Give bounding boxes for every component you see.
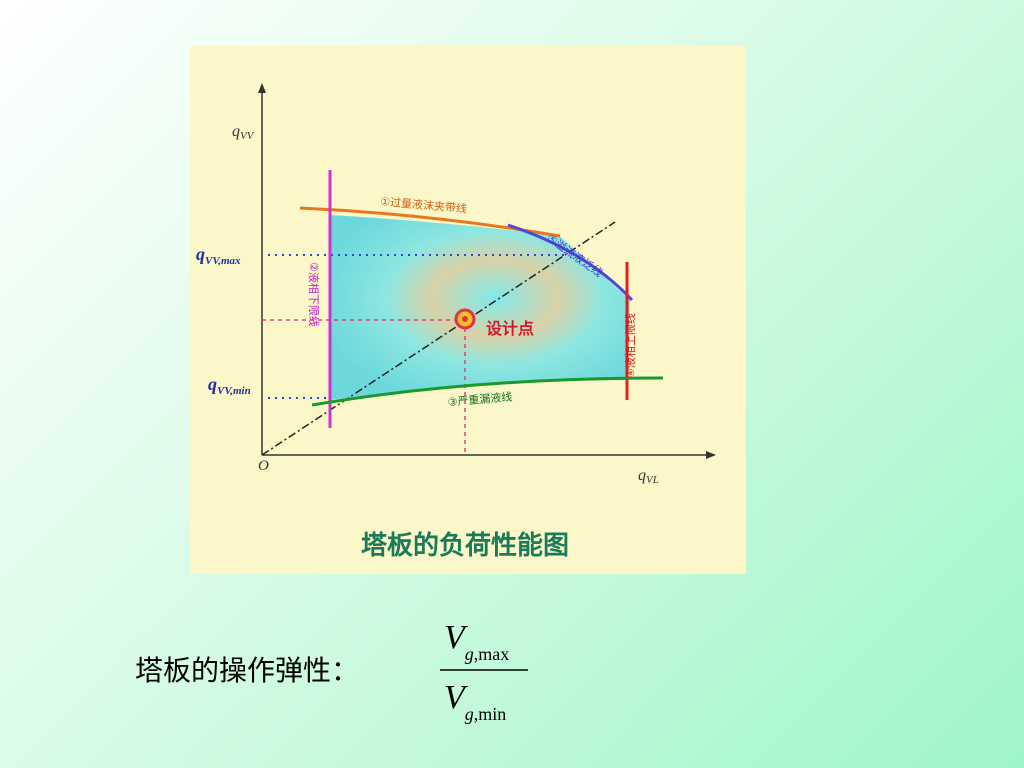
design-point-label: 设计点 <box>486 319 534 338</box>
y-axis-label: qVV <box>232 123 255 142</box>
figure-caption: 塔板的负荷性能图 <box>361 530 569 561</box>
weeping-line <box>311 376 664 407</box>
line-label-4: ④液相上限线 <box>623 313 637 378</box>
line-label-3: ③严重漏液线 <box>447 389 513 409</box>
operating-line <box>261 221 616 456</box>
y-max-label: qVV,max <box>196 244 241 267</box>
y-min-label: qVV,min <box>208 374 251 397</box>
line-label-2: ②液相下限线 <box>307 262 321 327</box>
y-arrow <box>258 83 266 93</box>
flooding-line <box>507 223 634 302</box>
x-arrow <box>706 451 716 459</box>
operating-region <box>330 215 630 400</box>
formula-label: 塔板的操作弹性： <box>135 654 359 687</box>
numerator: Vg,max <box>444 619 509 664</box>
denominator: Vg,min <box>444 679 506 724</box>
origin-label: O <box>258 458 269 474</box>
x-axis-label: qVL <box>638 467 659 486</box>
design-point-core <box>462 316 468 322</box>
